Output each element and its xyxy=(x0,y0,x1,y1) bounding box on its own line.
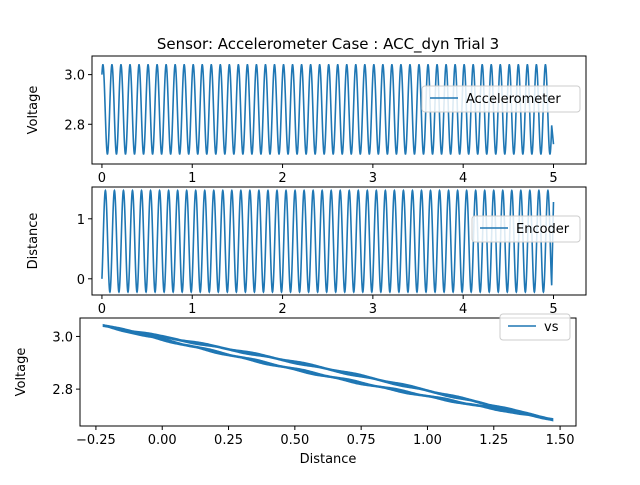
x-tick-label: 5 xyxy=(549,171,557,186)
encoder-series-line xyxy=(101,188,555,294)
x-tick-label: −0.25 xyxy=(76,433,116,448)
x-tick-label: 3 xyxy=(369,302,377,317)
accelerometer-series-line xyxy=(101,63,555,155)
x-tick-label: 0 xyxy=(98,302,106,317)
x-tick-label: 1 xyxy=(188,171,196,186)
voltage-vs-distance-panel: −0.25 0.00 0.25 0.50 0.75 1.00 1.25 1.50 2.8 3.0… xyxy=(14,313,577,467)
x-tick-label: 0.00 xyxy=(148,433,177,448)
legend: Encoder xyxy=(471,215,581,243)
x-ticks: 0 1 2 3 4 5 xyxy=(98,295,558,317)
y-axis-label: Voltage xyxy=(14,348,29,397)
y-ticks: 2.8 3.0 xyxy=(52,330,80,398)
y-tick-label: 0 xyxy=(77,273,85,288)
x-ticks: −0.25 0.00 0.25 0.50 0.75 1.00 1.25 1.50 xyxy=(76,426,575,448)
x-tick-label: 0.50 xyxy=(280,433,309,448)
y-axis-label: Voltage xyxy=(26,86,41,135)
x-axis-label: Distance xyxy=(300,452,357,467)
x-tick-label: 0.75 xyxy=(347,433,376,448)
legend-entry-accelerometer: Accelerometer xyxy=(466,92,561,107)
plot-frame xyxy=(91,55,587,165)
x-tick-label: 1.50 xyxy=(546,433,575,448)
x-tick-label: 2 xyxy=(278,302,286,317)
figure-title: Sensor: Accelerometer Case : ACC_dyn Tri… xyxy=(157,35,499,54)
y-tick-label: 3.0 xyxy=(52,330,73,345)
y-ticks: 01 xyxy=(77,213,92,288)
x-tick-label: 2 xyxy=(278,171,286,186)
y-axis-label: Distance xyxy=(26,213,41,270)
x-tick-label: 1 xyxy=(188,302,196,317)
y-tick-label: 2.8 xyxy=(64,118,85,133)
legend-entry-encoder: Encoder xyxy=(516,222,570,237)
x-tick-label: 0.25 xyxy=(214,433,243,448)
legend-entry-vs: vs xyxy=(544,320,559,335)
x-tick-label: 1.00 xyxy=(413,433,442,448)
y-ticks: 2.8 3.0 xyxy=(64,69,92,133)
y-tick-label: 1 xyxy=(77,213,85,228)
y-tick-label: 2.8 xyxy=(52,383,73,398)
plot-frame xyxy=(79,317,577,427)
legend-box xyxy=(499,313,571,341)
x-tick-label: 4 xyxy=(459,171,467,186)
legend: Accelerometer xyxy=(421,85,581,113)
x-tick-label: 3 xyxy=(369,171,377,186)
x-tick-label: 0 xyxy=(98,171,106,186)
vs-series-line xyxy=(102,323,554,422)
legend-box xyxy=(421,85,581,113)
x-tick-label: 4 xyxy=(459,302,467,317)
x-tick-label: 1.25 xyxy=(479,433,508,448)
x-tick-label: 5 xyxy=(549,302,557,317)
legend: vs xyxy=(499,313,571,341)
x-ticks: 0 1 2 3 4 5 xyxy=(98,164,558,186)
y-tick-label: 3.0 xyxy=(64,69,85,84)
plot-frame xyxy=(91,186,587,296)
accelerometer-panel: 0 1 2 3 4 5 2.8 3.0 Voltage Accelerometer xyxy=(26,55,587,186)
legend-box xyxy=(471,215,581,243)
